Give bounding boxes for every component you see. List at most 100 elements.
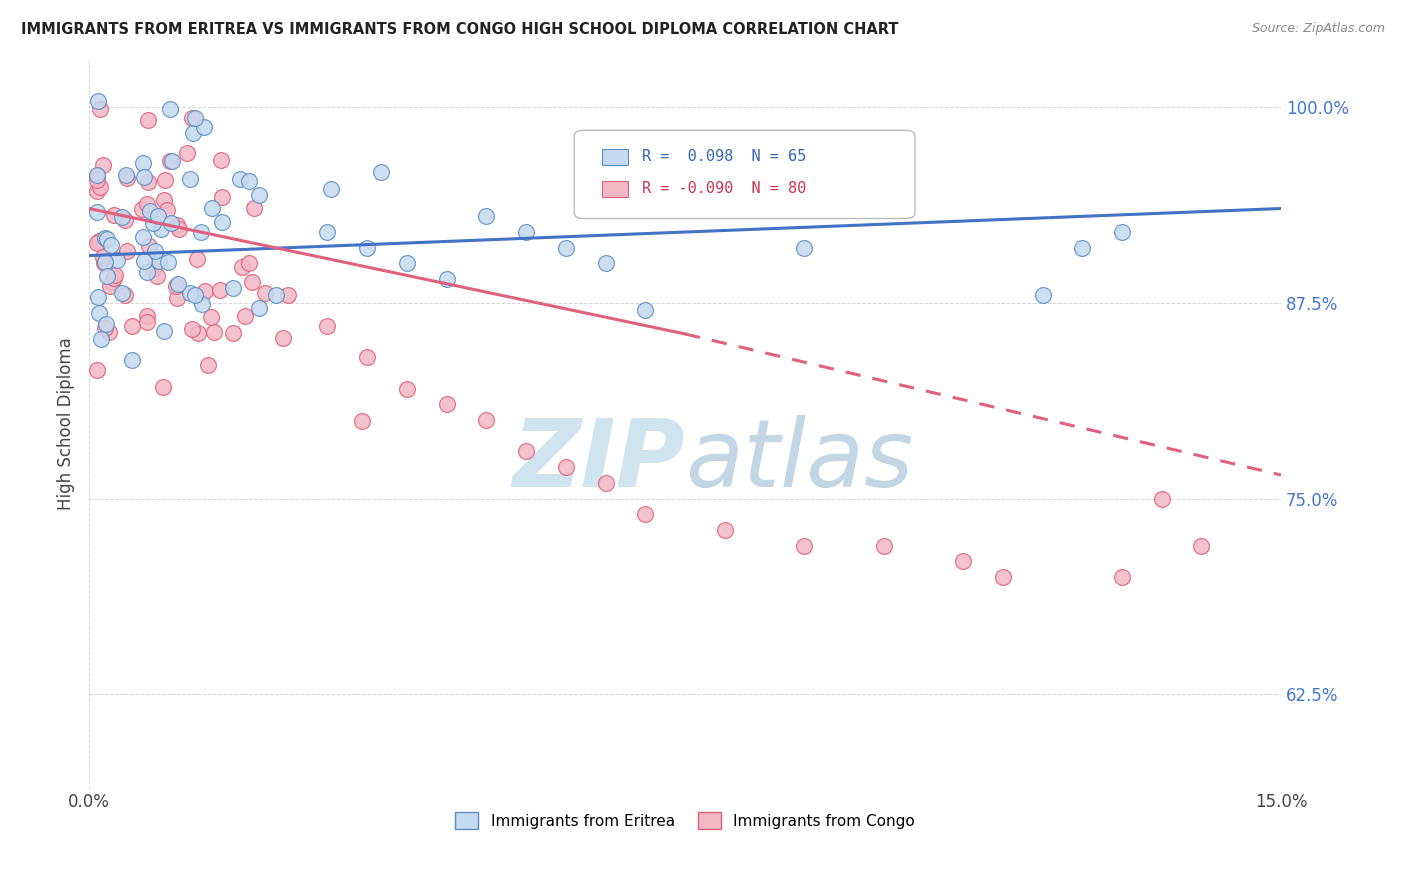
Point	[87, 306, 110, 320]
Point	[1032, 287, 1054, 301]
Point	[184, 288, 207, 302]
Point	[186, 326, 208, 340]
Point	[991, 570, 1014, 584]
Point	[254, 286, 277, 301]
Point	[202, 325, 225, 339]
Point	[793, 241, 815, 255]
Point	[101, 276, 124, 290]
Point	[132, 254, 155, 268]
Text: IMMIGRANTS FROM ERITREA VS IMMIGRANTS FROM CONGO HIGH SCHOOL DIPLOMA CORRELATION: IMMIGRANTS FROM ERITREA VS IMMIGRANTS FR…	[21, 22, 898, 37]
Point	[319, 182, 342, 196]
Point	[231, 260, 253, 275]
Point	[595, 256, 617, 270]
Point	[86, 168, 108, 182]
Point	[952, 554, 974, 568]
Point	[152, 324, 174, 338]
Point	[136, 309, 159, 323]
Point	[136, 197, 159, 211]
Point	[194, 284, 217, 298]
Point	[1111, 570, 1133, 584]
Point	[238, 255, 260, 269]
Point	[96, 268, 118, 283]
Point	[114, 169, 136, 183]
Point	[89, 180, 111, 194]
Legend: Immigrants from Eritrea, Immigrants from Congo: Immigrants from Eritrea, Immigrants from…	[450, 805, 921, 836]
Point	[167, 277, 190, 291]
Point	[370, 165, 392, 179]
Point	[149, 221, 172, 235]
Point	[103, 208, 125, 222]
Point	[136, 315, 159, 329]
Point	[86, 169, 108, 183]
Point	[103, 270, 125, 285]
Point	[98, 278, 121, 293]
Point	[132, 156, 155, 170]
Point	[148, 254, 170, 268]
Text: R =  0.098  N = 65: R = 0.098 N = 65	[643, 149, 807, 164]
Point	[176, 145, 198, 160]
Point	[395, 256, 418, 270]
Point	[121, 353, 143, 368]
Point	[395, 382, 418, 396]
Point	[90, 333, 112, 347]
Point	[515, 444, 537, 458]
Point	[228, 172, 250, 186]
Point	[134, 170, 156, 185]
Point	[181, 321, 204, 335]
Point	[138, 113, 160, 128]
Point	[105, 253, 128, 268]
Point	[190, 225, 212, 239]
Point	[111, 286, 134, 301]
Point	[148, 210, 170, 224]
Point	[209, 283, 232, 297]
Point	[242, 275, 264, 289]
Point	[153, 173, 176, 187]
Point	[191, 296, 214, 310]
Point	[554, 460, 576, 475]
Point	[136, 265, 159, 279]
Point	[352, 414, 374, 428]
Point	[277, 287, 299, 301]
Point	[235, 309, 257, 323]
Point	[86, 236, 108, 251]
Point	[181, 126, 204, 140]
Point	[179, 286, 201, 301]
Point	[160, 153, 183, 168]
Point	[238, 174, 260, 188]
Point	[436, 272, 458, 286]
Point	[634, 507, 657, 521]
Point	[179, 171, 201, 186]
Point	[872, 539, 894, 553]
Point	[1071, 241, 1094, 255]
Point	[86, 173, 108, 187]
Point	[100, 237, 122, 252]
Point	[197, 359, 219, 373]
Point	[94, 317, 117, 331]
Point	[554, 241, 576, 255]
Point	[87, 234, 110, 248]
Point	[475, 413, 498, 427]
Point	[515, 225, 537, 239]
Point	[86, 204, 108, 219]
Point	[1150, 491, 1173, 506]
Point	[316, 319, 339, 334]
Point	[264, 288, 287, 302]
Point	[93, 256, 115, 270]
Point	[475, 210, 498, 224]
Point	[193, 120, 215, 134]
Point	[138, 203, 160, 218]
Point	[186, 252, 208, 266]
Point	[111, 210, 134, 224]
Point	[146, 268, 169, 283]
Point	[156, 202, 179, 217]
Point	[200, 310, 222, 324]
Point	[121, 319, 143, 334]
Point	[167, 222, 190, 236]
Point	[634, 303, 657, 318]
Point	[356, 351, 378, 365]
Point	[316, 225, 339, 239]
Point	[160, 216, 183, 230]
Point	[145, 244, 167, 258]
Point	[247, 187, 270, 202]
Point	[211, 189, 233, 203]
